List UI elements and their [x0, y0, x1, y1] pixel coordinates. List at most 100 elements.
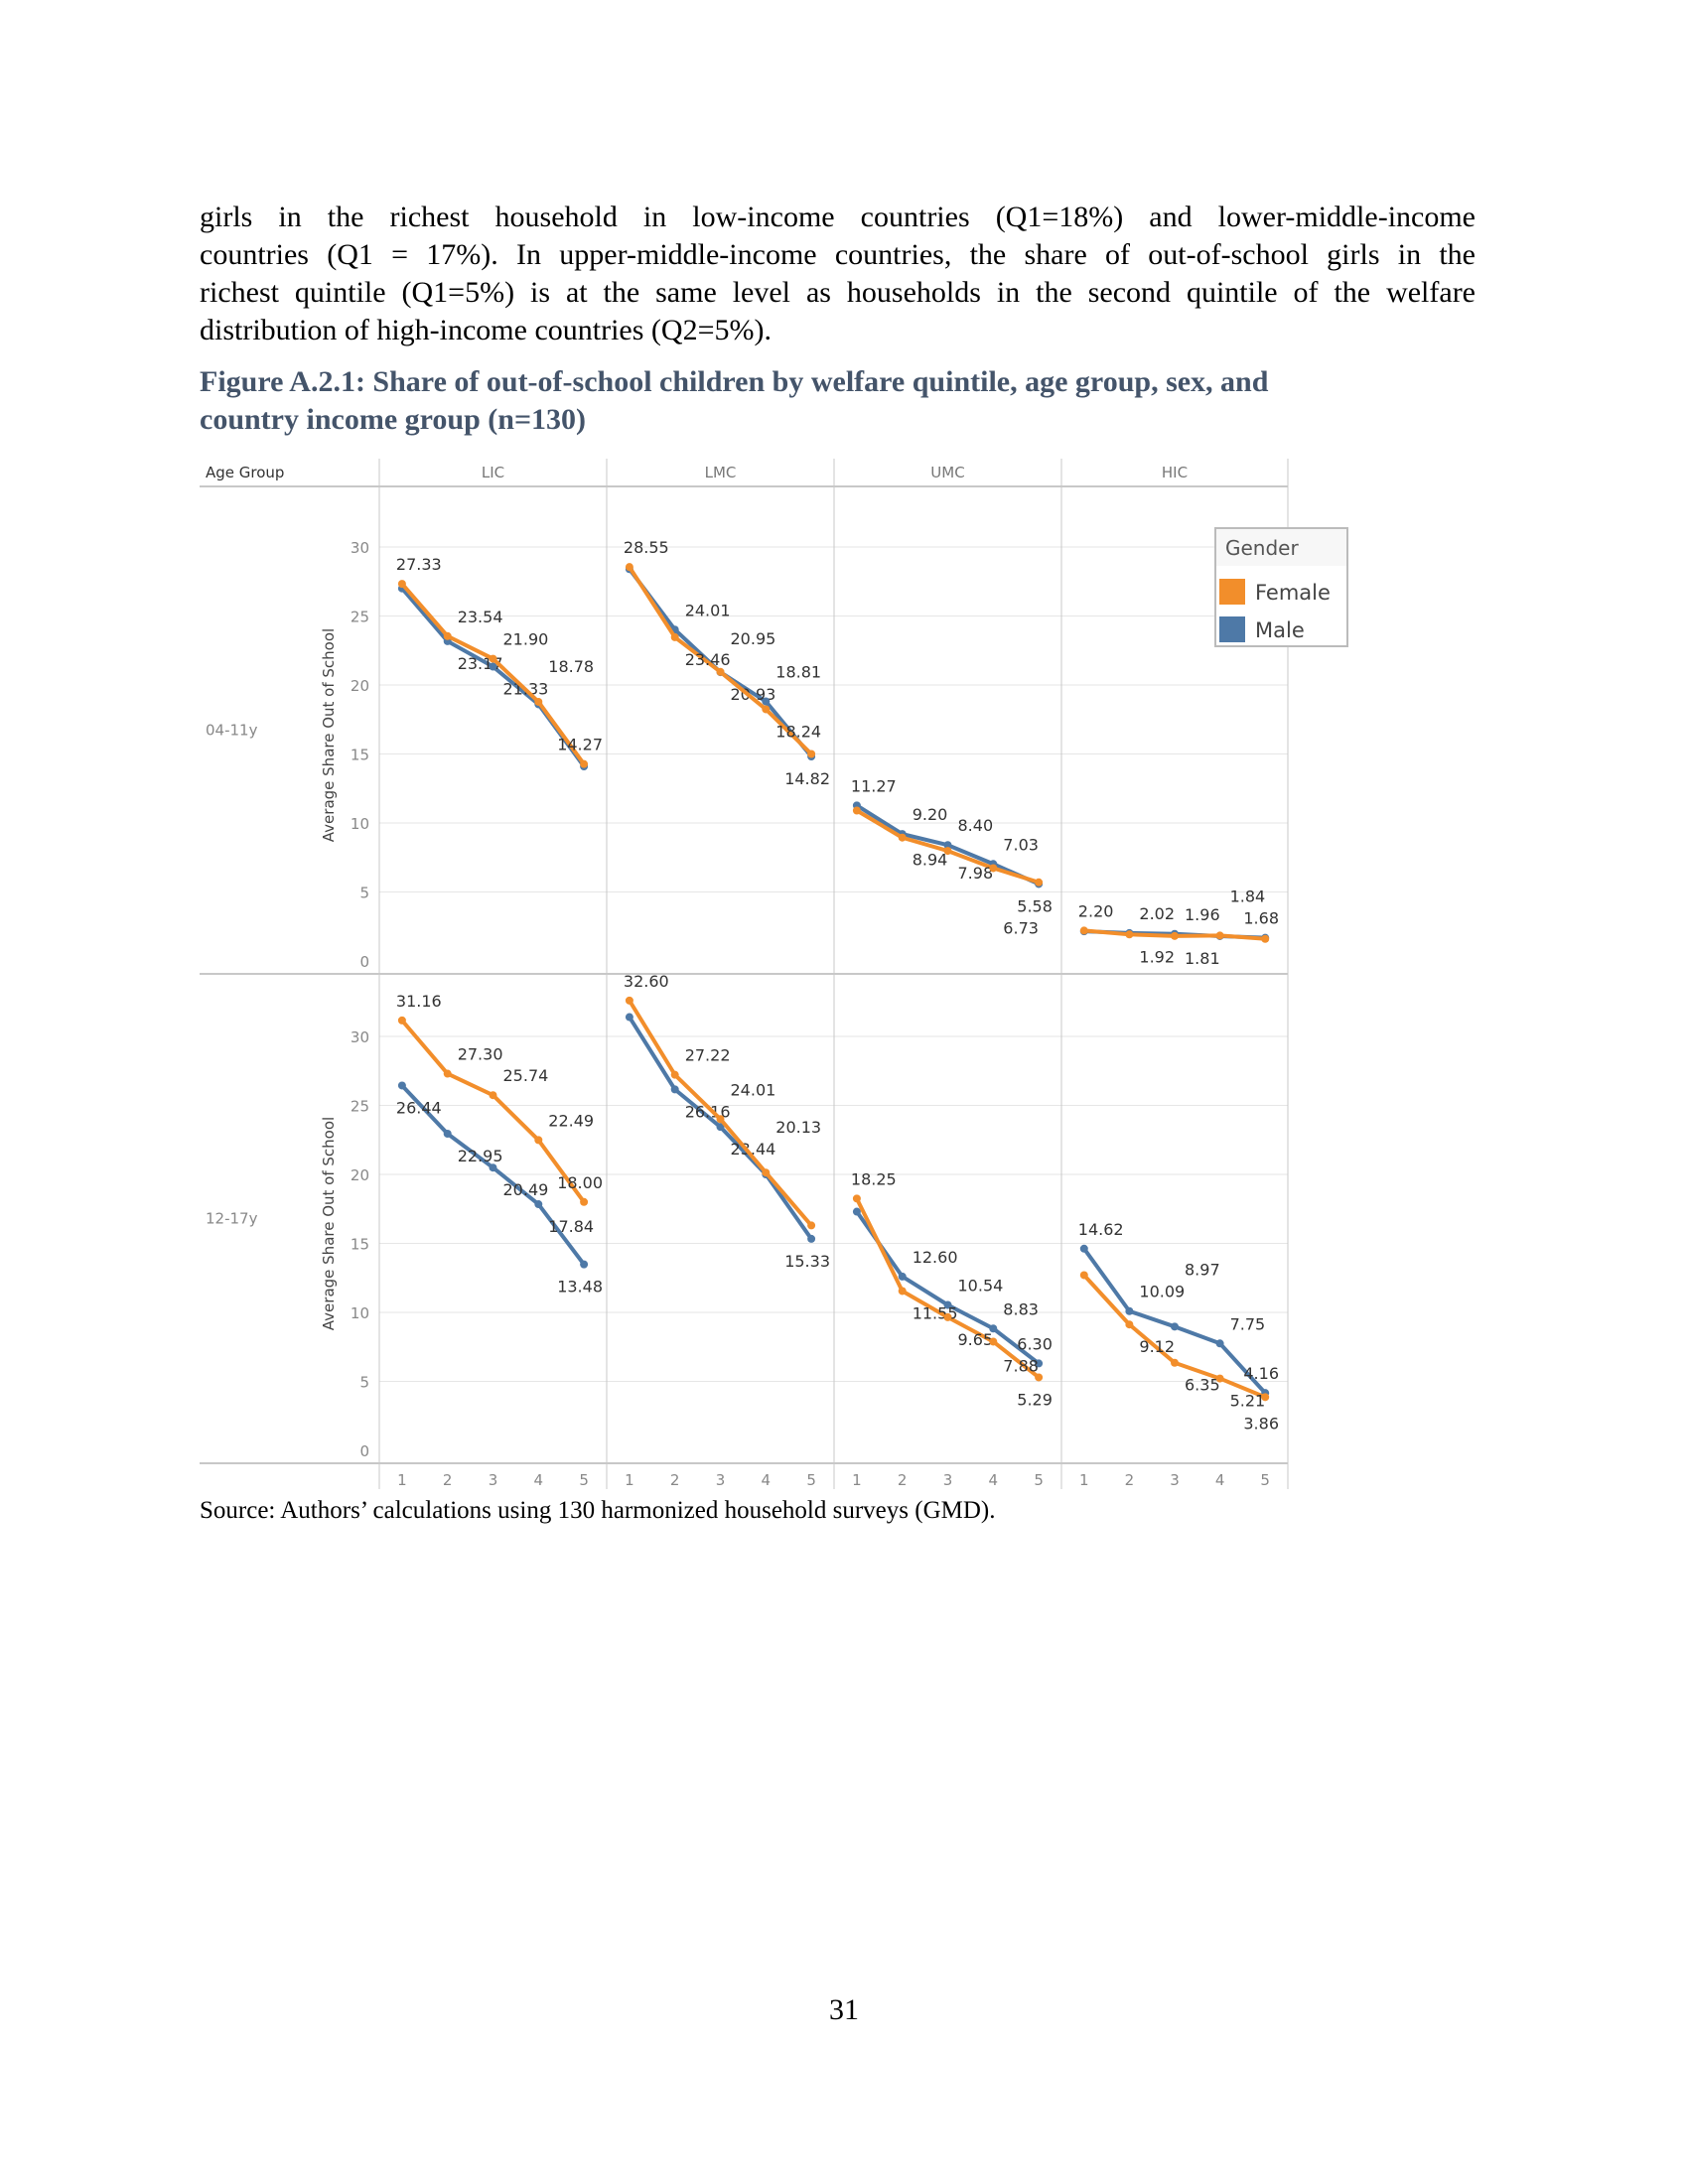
x-tick-label: 5	[1034, 1471, 1044, 1489]
data-point-female	[1125, 1320, 1134, 1329]
x-tick-label: 2	[443, 1471, 453, 1489]
series-line-male	[855, 1210, 1041, 1366]
y-tick-label: 10	[351, 815, 369, 833]
data-label-female: 28.55	[624, 538, 669, 557]
data-label-female: 9.12	[1139, 1337, 1175, 1356]
data-label-female: 18.25	[851, 1169, 897, 1188]
x-tick-label: 2	[898, 1471, 908, 1489]
data-label-female: 31.16	[396, 992, 442, 1011]
data-point-female	[898, 833, 907, 842]
y-tick-label: 30	[351, 539, 369, 557]
data-label-female: 18.24	[775, 722, 821, 741]
data-point-female	[670, 632, 679, 641]
x-tick-label: 3	[489, 1471, 498, 1489]
legend-item-male: Male	[1255, 618, 1305, 642]
data-label-female: 5.21	[1230, 1392, 1266, 1411]
data-label-female: 21.90	[503, 630, 549, 649]
data-label-male: 18.81	[775, 663, 821, 682]
x-tick-label: 5	[806, 1471, 816, 1489]
data-point-male	[898, 1272, 907, 1281]
x-tick-label: 4	[1215, 1471, 1225, 1489]
data-label-male: 1.96	[1185, 905, 1220, 924]
x-tick-label: 3	[1170, 1471, 1180, 1489]
data-label-male: 24.01	[685, 601, 731, 619]
data-label-female: 11.55	[913, 1303, 958, 1322]
row-label-12-17y: 12-17y	[206, 1210, 258, 1228]
data-label-female: 7.88	[1003, 1356, 1039, 1375]
data-point-male	[1171, 1322, 1179, 1331]
figure-source: Source: Authors’ calculations using 130 …	[200, 1497, 996, 1524]
data-point-female	[852, 806, 861, 815]
data-point-male	[1035, 1359, 1044, 1368]
x-tick-label: 1	[625, 1471, 634, 1489]
data-label-male: 26.44	[396, 1098, 442, 1117]
caption-line: Figure A.2.1: Share of out-of-school chi…	[200, 365, 1269, 398]
data-label-female: 6.35	[1185, 1376, 1220, 1395]
data-label-female: 23.46	[685, 650, 731, 669]
legend-title: Gender	[1225, 536, 1299, 560]
data-label-female: 9.65	[958, 1330, 994, 1349]
data-point-male	[943, 1300, 952, 1309]
data-label-male: 14.82	[784, 769, 830, 788]
data-point-female	[1171, 931, 1179, 940]
data-point-female	[807, 750, 816, 758]
data-label-female: 27.22	[685, 1046, 731, 1065]
data-point-female	[1079, 1271, 1088, 1280]
column-header-hic: HIC	[1162, 464, 1188, 481]
data-point-male	[534, 1200, 543, 1209]
data-label-female: 18.00	[557, 1173, 603, 1192]
row-header-label: Age Group	[206, 464, 284, 481]
data-label-female: 32.60	[624, 972, 669, 991]
row-label-04-11y: 04-11y	[206, 722, 258, 740]
data-point-male	[489, 662, 497, 671]
data-label-male: 6.30	[1017, 1334, 1053, 1353]
series-line-female	[855, 1197, 1041, 1380]
column-header-lic: LIC	[482, 464, 504, 481]
y-axis-title: Average Share Out of School	[320, 628, 338, 842]
y-tick-label: 5	[359, 885, 369, 902]
data-point-female	[807, 1221, 816, 1230]
data-point-female	[489, 1091, 497, 1100]
paragraph-line: girls in the richest household in low-in…	[200, 201, 1476, 233]
data-point-female	[534, 1136, 543, 1145]
data-point-female	[1125, 930, 1134, 939]
y-tick-label: 0	[359, 1442, 369, 1460]
data-label-female: 8.94	[913, 851, 948, 870]
data-point-female	[989, 864, 998, 873]
data-point-female	[580, 1197, 589, 1206]
y-tick-label: 5	[359, 1374, 369, 1392]
data-label-male: 2.02	[1139, 904, 1175, 923]
data-point-female	[443, 631, 452, 640]
data-label-female: 14.27	[557, 736, 603, 754]
data-label-male: 12.60	[913, 1248, 958, 1267]
data-label-female: 3.86	[1243, 1414, 1279, 1433]
data-label-male: 4.16	[1243, 1364, 1279, 1383]
data-point-female	[943, 1312, 952, 1321]
data-point-male	[852, 1207, 861, 1216]
column-header-umc: UMC	[930, 464, 964, 481]
data-label-male: 22.95	[458, 1147, 503, 1165]
y-tick-label: 25	[351, 609, 369, 626]
x-tick-label: 4	[989, 1471, 999, 1489]
data-label-male: 7.03	[1003, 835, 1039, 854]
legend-swatch-male	[1219, 616, 1245, 642]
page-number: 31	[829, 1993, 859, 2026]
x-tick-label: 4	[534, 1471, 544, 1489]
data-point-female	[397, 1016, 406, 1024]
x-tick-label: 2	[1125, 1471, 1135, 1489]
data-point-male	[670, 1085, 679, 1094]
y-tick-label: 15	[351, 1236, 369, 1254]
data-label-female: 25.74	[503, 1066, 549, 1085]
data-point-female	[1171, 1358, 1179, 1367]
data-label-female: 6.73	[1003, 918, 1039, 937]
data-point-male	[1079, 1244, 1088, 1253]
data-point-female	[489, 654, 497, 663]
x-tick-label: 5	[579, 1471, 589, 1489]
data-label-female: 27.33	[396, 555, 442, 574]
data-point-male	[1215, 1339, 1224, 1348]
data-point-female	[716, 1115, 725, 1124]
x-tick-label: 1	[1079, 1471, 1089, 1489]
data-label-female: 18.78	[548, 657, 594, 676]
figure-caption: Figure A.2.1: Share of out-of-school chi…	[200, 363, 1490, 439]
